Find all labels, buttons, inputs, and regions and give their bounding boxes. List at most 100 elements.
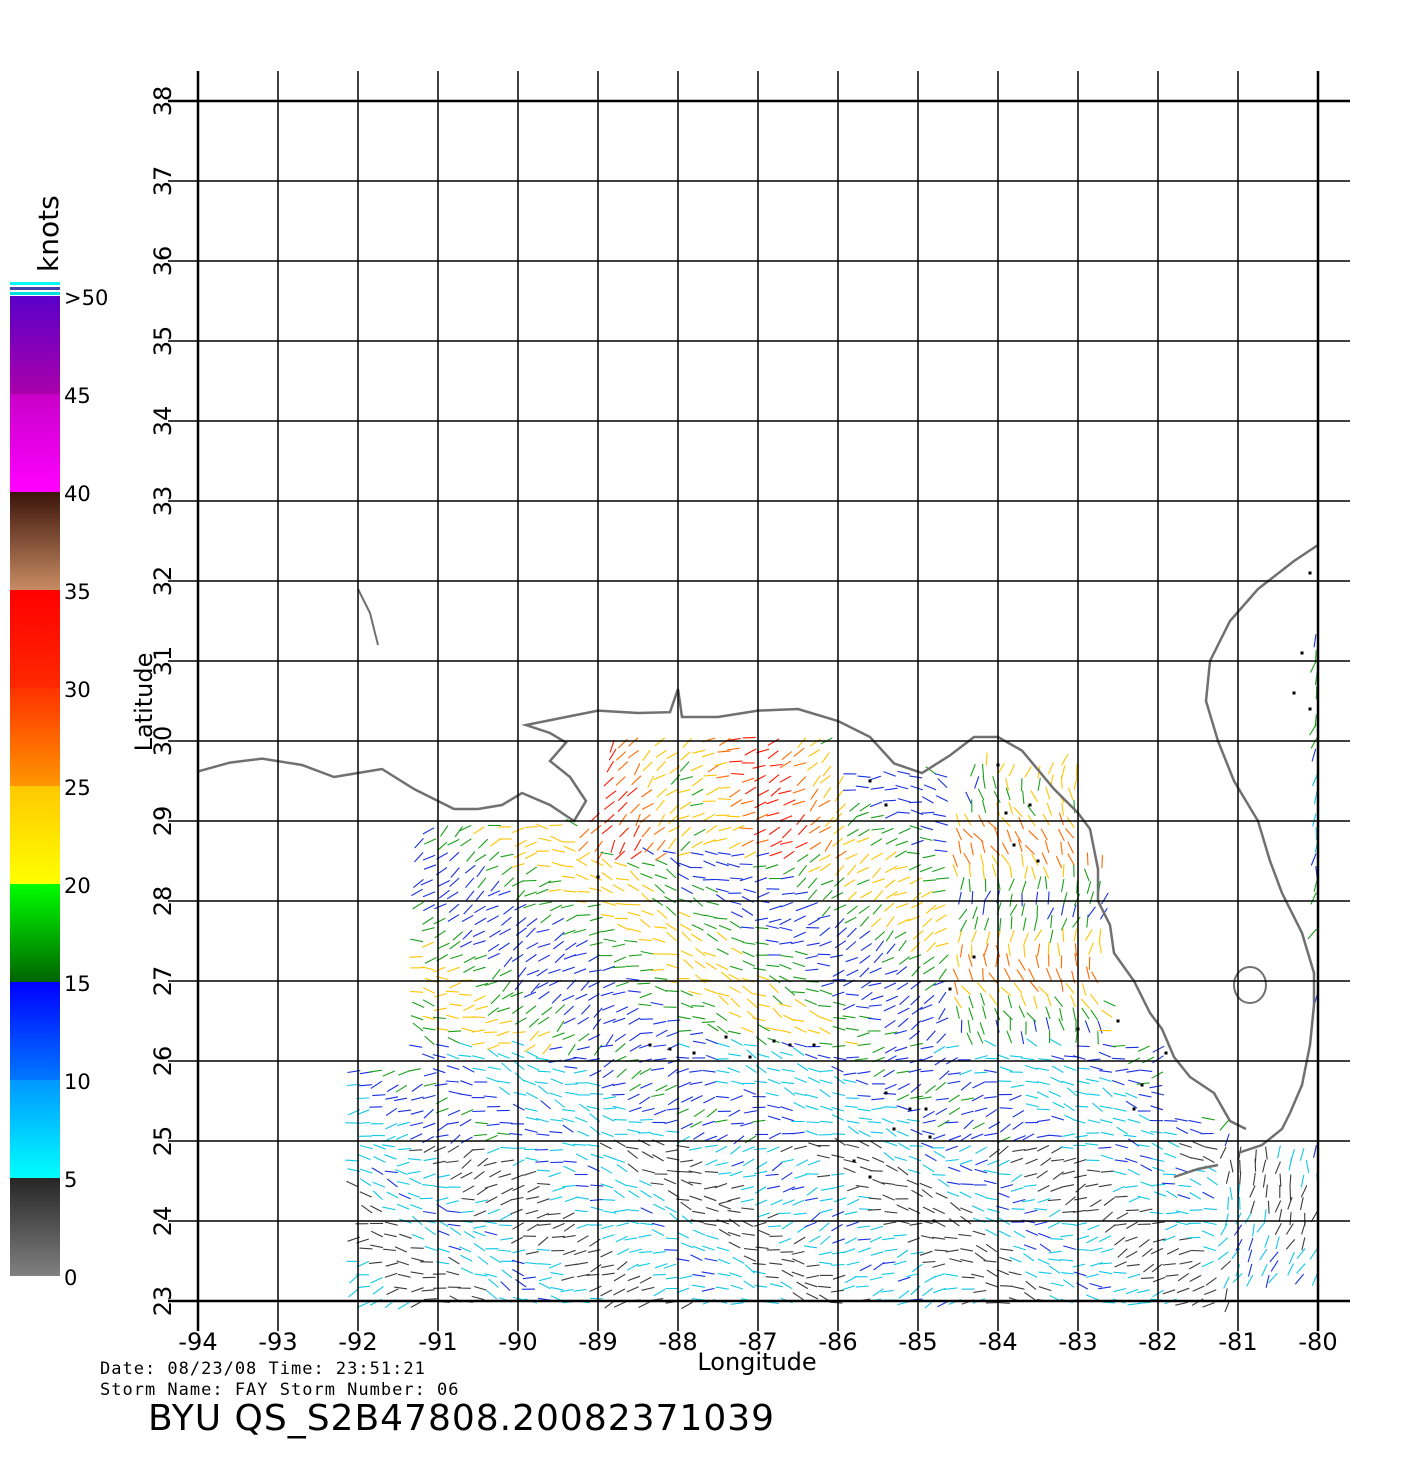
wind-vector — [706, 933, 719, 942]
wind-vector — [843, 879, 856, 887]
wind-vector — [963, 1119, 974, 1130]
wind-vector — [650, 1182, 664, 1186]
wind-vector — [502, 980, 511, 993]
wind-vector — [1055, 855, 1063, 869]
wind-vector — [718, 1203, 732, 1210]
wind-vector — [860, 890, 873, 899]
wind-vector — [1072, 904, 1077, 918]
wind-vector — [771, 1050, 783, 1060]
wind-vector — [1127, 1118, 1141, 1124]
wind-vector — [898, 1142, 910, 1151]
wind-vector — [549, 1131, 563, 1134]
wind-vector — [945, 1249, 959, 1253]
wind-vector — [626, 1263, 639, 1271]
wind-vector — [1064, 1065, 1077, 1072]
wind-vector — [845, 853, 858, 860]
wind-vector — [1023, 1253, 1035, 1262]
wind-vector — [704, 850, 718, 856]
wind-vector — [679, 801, 692, 810]
wind-vector — [633, 763, 641, 776]
wind-vector — [728, 973, 741, 981]
wind-vector — [411, 1233, 425, 1240]
wind-vector — [357, 1285, 371, 1289]
wind-vector — [834, 865, 845, 876]
wind-vector — [824, 816, 835, 828]
wind-vector — [437, 1247, 450, 1253]
wind-vector — [448, 1030, 462, 1033]
wind-vector — [960, 1133, 972, 1142]
wind-vector — [627, 903, 641, 906]
wind-vector — [654, 874, 668, 880]
wind-vector — [503, 905, 515, 915]
wind-vector — [548, 1171, 562, 1178]
wind-vector — [423, 904, 436, 912]
wind-vector — [869, 801, 883, 808]
wind-vector — [946, 1191, 960, 1197]
wind-vector — [1085, 1294, 1099, 1301]
wind-vector — [882, 799, 896, 802]
wind-vector — [665, 922, 678, 931]
wind-vector — [937, 778, 948, 788]
wind-vector — [870, 838, 883, 846]
wind-vector — [652, 1273, 666, 1276]
wind-vector — [909, 775, 923, 779]
wind-vector — [1012, 1148, 1026, 1152]
wind-vector — [779, 840, 793, 845]
wind-vector — [618, 813, 628, 826]
wind-vector — [768, 1225, 782, 1228]
wind-vector — [448, 1245, 462, 1251]
wind-vector — [397, 1121, 410, 1127]
wind-vector — [704, 988, 717, 994]
wind-vector — [1035, 891, 1039, 905]
wind-vector — [979, 992, 986, 1006]
wind-vector — [970, 764, 976, 777]
wind-vector — [653, 1288, 666, 1297]
rain-flag-marker — [892, 1127, 896, 1131]
wind-vector — [884, 1031, 898, 1035]
wind-vector — [548, 968, 561, 974]
wind-vector — [1203, 1221, 1217, 1226]
wind-vector — [952, 864, 959, 877]
x-tick-label: -85 — [898, 1328, 937, 1356]
wind-vector — [1025, 1080, 1039, 1084]
wind-vector — [572, 1143, 587, 1146]
wind-vector — [753, 1147, 767, 1151]
wind-vector — [793, 976, 807, 980]
wind-vector — [819, 1222, 830, 1232]
wind-vector — [1152, 1238, 1166, 1243]
wind-vector — [885, 995, 899, 1002]
wind-vector — [925, 1084, 936, 1094]
wind-vector — [944, 1236, 958, 1240]
wind-vector — [855, 1285, 869, 1288]
wind-vector — [896, 982, 909, 991]
wind-vector — [1072, 916, 1081, 928]
wind-vector — [383, 1248, 397, 1252]
wind-vector — [1037, 1119, 1051, 1123]
wind-vector — [1139, 1069, 1153, 1072]
wind-vector — [756, 1003, 770, 1008]
wind-vector — [981, 763, 985, 777]
wind-vector — [1142, 1056, 1155, 1064]
wind-vector — [883, 1106, 898, 1108]
wind-vector — [1061, 1080, 1075, 1086]
wind-vector — [791, 991, 805, 994]
wind-vector — [717, 750, 731, 753]
wind-vector — [856, 811, 869, 818]
wind-vector — [782, 1199, 795, 1206]
wind-vector — [935, 1081, 947, 1091]
wind-vector — [733, 1135, 745, 1145]
wind-vector — [680, 1179, 694, 1186]
wind-vector — [523, 879, 537, 882]
wind-vector — [1005, 953, 1010, 967]
wind-vector — [1038, 1058, 1052, 1061]
wind-vector — [938, 954, 949, 965]
wind-vector — [690, 1254, 703, 1261]
wind-vector — [805, 1197, 819, 1201]
wind-vector — [1296, 1263, 1306, 1274]
wind-vector — [780, 1106, 793, 1112]
wind-vector — [981, 800, 987, 814]
wind-vector — [1036, 1170, 1048, 1179]
wind-vector — [1301, 1237, 1306, 1251]
wind-vector — [613, 1189, 625, 1199]
wind-vector — [382, 1144, 395, 1148]
